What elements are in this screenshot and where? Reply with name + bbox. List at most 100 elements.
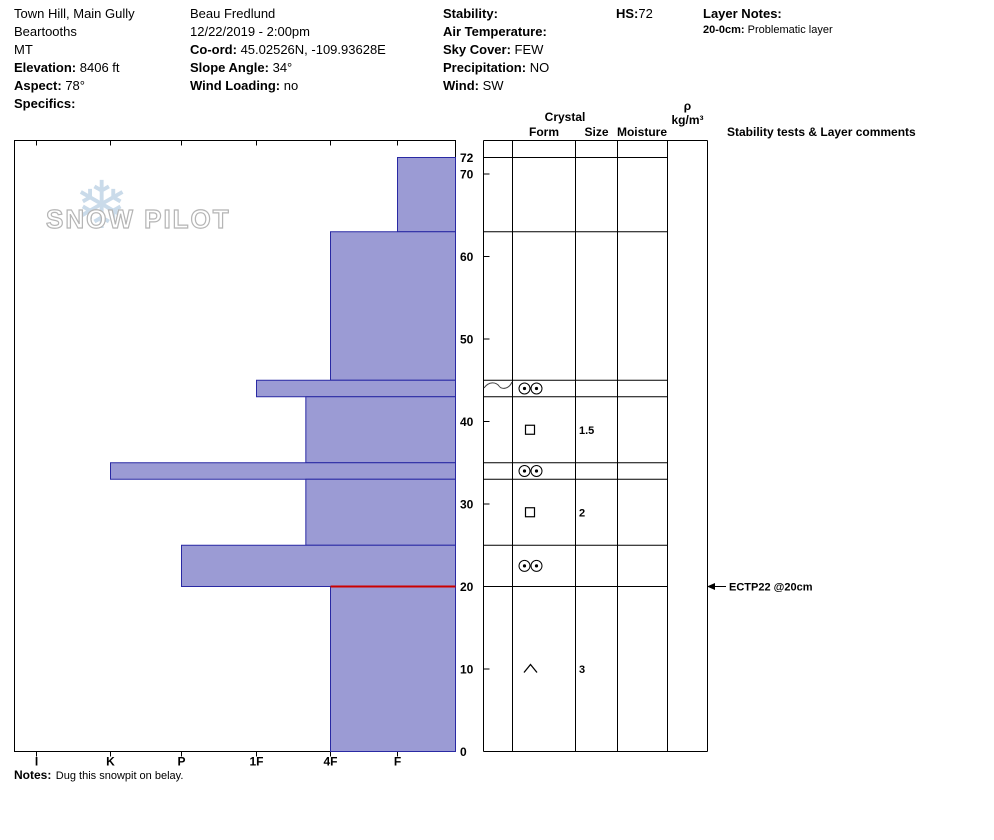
notes-text: Dug this snowpit on belay. <box>55 770 184 782</box>
wind-loading-label: Wind Loading: <box>190 78 281 93</box>
site-name: Town Hill, Main Gully <box>14 6 135 21</box>
depth-axis-label: 72 <box>460 151 474 165</box>
site-info-block: Town Hill, Main Gully Beartooths MT Elev… <box>14 5 135 113</box>
crystal-form-icon-dot <box>534 564 539 568</box>
crystal-form-icon-dot <box>522 386 527 391</box>
slope-angle: Slope Angle: 34° <box>190 59 386 77</box>
crystal-form-icon-MF <box>518 382 531 395</box>
crystal-form-icon-dot <box>522 469 527 473</box>
crystal-form-icon-MF <box>530 465 543 477</box>
crystal-form-icon-MF <box>530 382 543 395</box>
specifics-label: Specifics: <box>14 96 76 111</box>
sky-cover-value: FEW <box>514 42 544 57</box>
air-temperature: Air Temperature: <box>443 23 549 41</box>
site-specifics: Specifics: <box>14 95 135 113</box>
layer-hardness-bar <box>181 544 456 587</box>
stability-test-label: ECTP22 @20cm <box>729 582 813 594</box>
hardness-axis-label: 4F <box>323 755 337 769</box>
hs-label: HS: <box>616 6 639 21</box>
hardness-axis-label: F <box>394 755 401 769</box>
site-range: Beartooths <box>14 24 77 39</box>
precip-value: NO <box>529 60 550 75</box>
left-arrow-icon <box>707 583 715 590</box>
crystal-header: Crystal <box>544 110 586 124</box>
site-state: MT <box>14 42 33 57</box>
depth-axis-label: 70 <box>460 168 474 182</box>
layer-notes-title: Layer Notes: <box>703 5 833 23</box>
crust-wave-mark <box>483 381 513 389</box>
sky-cover-label: Sky Cover: <box>443 42 511 57</box>
watermark-text: SNOW PILOT <box>45 203 231 234</box>
wind-loading: Wind Loading: no <box>190 77 386 95</box>
site-elevation: Elevation: 8406 ft <box>14 59 135 77</box>
layer-hardness-bar <box>256 379 456 398</box>
notes-label: Notes: <box>14 768 52 782</box>
depth-axis-label: 40 <box>460 415 474 429</box>
elevation-value: 8406 ft <box>79 60 120 75</box>
hs-value: 72 <box>638 6 653 21</box>
layer-hardness-bar <box>110 462 456 480</box>
layer-note-depth: 20-0cm: <box>703 24 745 36</box>
observation-info-block: Beau Fredlund 12/22/2019 - 2:00pm Co-ord… <box>190 5 386 95</box>
snowflake-icon: ❄ <box>74 168 130 242</box>
form-header: Form <box>529 125 559 139</box>
wind-loading-value: no <box>283 78 299 93</box>
crystal-size-value: 3 <box>579 664 585 676</box>
layer-note-item: 20-0cm: Problematic layer <box>703 23 833 38</box>
hardness-axis-label: 1F <box>249 755 263 769</box>
precipitation: Precipitation: NO <box>443 59 549 77</box>
depth-axis-label: 0 <box>460 745 467 759</box>
depth-axis-label: 30 <box>460 498 474 512</box>
layer-notes-label: Layer Notes: <box>703 6 782 21</box>
snowpilot-watermark: ❄ SNOW PILOT <box>44 172 234 256</box>
depth-axis-label: 20 <box>460 580 474 594</box>
observation-datetime: 12/22/2019 - 2:00pm <box>190 24 310 39</box>
layer-hardness-bar <box>330 586 456 752</box>
hardness-axis-label: P <box>177 755 185 769</box>
layer-hardness-bar <box>305 478 457 546</box>
layer-hardness-bar <box>397 157 456 233</box>
stability: Stability: <box>443 5 549 23</box>
comments-header: Stability tests & Layer comments <box>727 125 916 139</box>
layer-note-text: Problematic layer <box>747 24 833 36</box>
precip-label: Precipitation: <box>443 60 527 75</box>
coord-label: Co-ord: <box>190 42 237 57</box>
observer-name: Beau Fredlund <box>190 6 276 21</box>
hardness-axis-label: I <box>35 755 38 769</box>
sky-cover: Sky Cover: FEW <box>443 41 549 59</box>
crystal-form-icon-FC <box>524 507 536 518</box>
density-unit-header: kg/m³ <box>671 113 704 127</box>
coordinates: Co-ord: 45.02526N, -109.93628E <box>190 41 386 59</box>
crystal-form-icon-FC <box>524 424 536 435</box>
coord-value: 45.02526N, -109.93628E <box>240 42 386 57</box>
hs-block: HS:72 <box>616 5 653 23</box>
crystal-form-icon-dot <box>534 386 539 391</box>
wind-label: Wind: <box>443 78 479 93</box>
crystal-form-icon-MF <box>518 465 531 477</box>
stability-label: Stability: <box>443 6 498 21</box>
layer-hardness-bar <box>330 231 456 381</box>
hardness-axis-label: K <box>106 755 115 769</box>
layer-notes-block: Layer Notes: 20-0cm: Problematic layer <box>703 5 833 38</box>
wind-value: SW <box>482 78 504 93</box>
aspect-label: Aspect: <box>14 78 62 93</box>
crystal-form-icon-DH <box>523 663 538 673</box>
weather-info-block: Stability: Air Temperature: Sky Cover: F… <box>443 5 549 95</box>
pit-notes: Notes: Dug this snowpit on belay. <box>14 766 183 784</box>
crystal-form-icon-MF <box>530 559 543 572</box>
aspect-value: 78° <box>65 78 85 93</box>
depth-axis-label: 60 <box>460 250 474 264</box>
moisture-header: Moisture <box>616 125 667 139</box>
air-temp-label: Air Temperature: <box>443 24 547 39</box>
crystal-size-value: 2 <box>579 507 585 519</box>
layer-hardness-bar <box>305 396 457 464</box>
density-header: ρ <box>683 99 692 113</box>
crystal-size-value: 1.5 <box>579 425 594 437</box>
crystal-form-icon-dot <box>534 469 539 473</box>
depth-axis-label: 50 <box>460 333 474 347</box>
site-aspect: Aspect: 78° <box>14 77 135 95</box>
crystal-form-icon-MF <box>518 559 531 572</box>
wind: Wind: SW <box>443 77 549 95</box>
slope-angle-value: 34° <box>272 60 293 75</box>
